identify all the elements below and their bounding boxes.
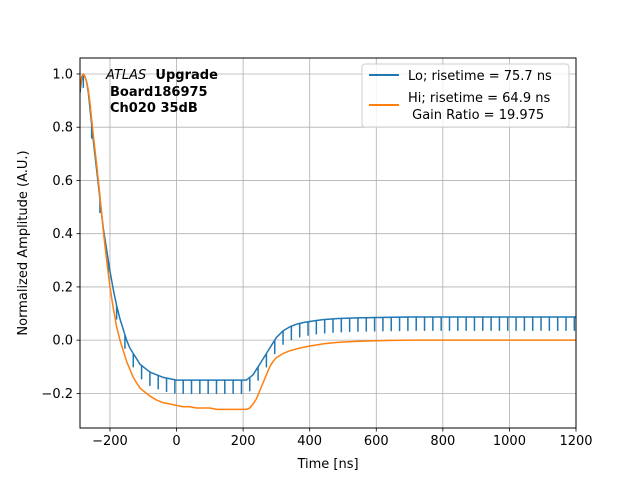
series-layer	[80, 73, 576, 411]
x-axis-label: Time [ns]	[296, 457, 358, 472]
y-tick-label: 1.0	[52, 67, 73, 82]
legend: Lo; risetime = 75.7 ns Hi; risetime = 64…	[361, 63, 570, 128]
y-axis: −0.2 0.0 0.2 0.4 0.6 0.8 1.0	[41, 67, 80, 402]
svg-text:ATLAS Upgrade: ATLAS Upgrade	[105, 68, 218, 83]
x-axis: −200 0 200 400 600 800 1000 1200	[92, 428, 593, 449]
y-tick-label: 0.0	[52, 334, 73, 349]
series-line-hi	[80, 73, 576, 411]
annotation: ATLAS Upgrade Board186975 Ch020 35dB	[105, 68, 218, 116]
y-tick-label: 0.2	[52, 280, 73, 295]
legend-label-lo: Lo; risetime = 75.7 ns	[408, 69, 552, 84]
x-tick-label: 1000	[493, 434, 526, 449]
x-tick-label: 200	[231, 434, 256, 449]
legend-label-hi: Hi; risetime = 64.9 ns	[408, 91, 550, 106]
plot-frame	[79, 57, 577, 429]
y-tick-label: 0.6	[52, 174, 73, 189]
x-tick-label: 400	[297, 434, 322, 449]
annotation-qualifier: Upgrade	[155, 68, 218, 83]
x-tick-label: −200	[92, 434, 128, 449]
x-tick-label: 0	[172, 434, 180, 449]
y-tick-label: 0.4	[52, 227, 73, 242]
x-tick-label: 1200	[559, 434, 592, 449]
annotation-experiment: ATLAS	[105, 68, 146, 83]
annotation-board: Board186975	[110, 85, 208, 100]
annotation-channel: Ch020 35dB	[110, 101, 198, 116]
y-tick-label: −0.2	[41, 387, 73, 402]
series-line-lo	[80, 73, 576, 395]
y-axis-label: Normalized Amplitude (A.U.)	[16, 150, 31, 335]
legend-frame	[361, 63, 570, 128]
y-tick-label: 0.8	[52, 121, 73, 136]
legend-label-hi-gain: Gain Ratio = 19.975	[408, 108, 544, 123]
x-tick-label: 800	[430, 434, 455, 449]
x-tick-label: 600	[364, 434, 389, 449]
